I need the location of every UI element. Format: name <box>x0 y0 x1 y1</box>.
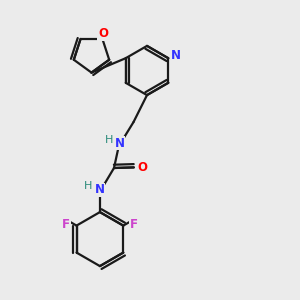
Text: H: H <box>84 181 93 191</box>
Text: N: N <box>171 49 181 62</box>
Text: F: F <box>130 218 138 231</box>
Text: N: N <box>114 136 124 150</box>
Text: H: H <box>104 134 113 145</box>
Text: O: O <box>98 27 108 40</box>
Text: F: F <box>62 218 70 231</box>
Text: N: N <box>95 183 105 196</box>
Text: O: O <box>138 161 148 174</box>
